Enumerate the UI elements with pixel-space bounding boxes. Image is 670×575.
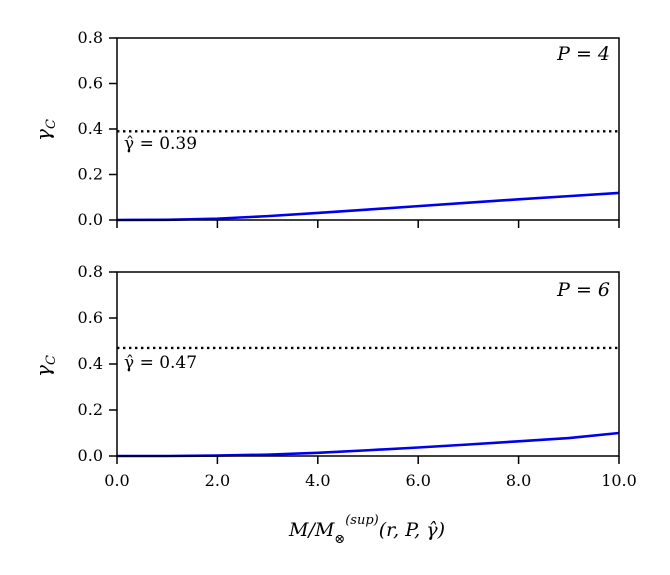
bottom-x-tick-label: 4.0 <box>305 471 330 490</box>
top-y-tick-label: 0.0 <box>78 210 103 229</box>
top-gamma-curve <box>116 191 620 222</box>
bottom-y-tick-label: 0.2 <box>78 400 103 419</box>
top-y-tick-label: 0.8 <box>78 28 103 47</box>
bottom-x-tick-label: 2.0 <box>205 471 230 490</box>
bottom-y-axis-label: γC <box>31 355 59 377</box>
bottom-panel-label: P = 6 <box>556 279 610 301</box>
bottom-x-tick-label: 6.0 <box>405 471 430 490</box>
x-axis-label: M/M⊗(sup)(r, P, γ̂) <box>288 513 445 547</box>
panel-bottom: 0.0 0.2 0.4 0.6 0.8 0.0 2.0 4.0 6.0 8.0 10.0 P = … <box>31 262 637 490</box>
bottom-gamma-curve <box>117 431 620 458</box>
top-axes-frame <box>116 37 620 221</box>
top-y-ticks: 0.0 0.2 0.4 0.6 0.8 <box>78 28 117 229</box>
bottom-x-ticks: 0.0 2.0 4.0 6.0 8.0 10.0 <box>104 456 637 490</box>
bottom-y-tick-label: 0.6 <box>78 308 103 327</box>
top-annotation: γ̂ = 0.39 <box>124 134 197 154</box>
bottom-annotation: γ̂ = 0.47 <box>124 353 197 373</box>
top-y-tick-label: 0.4 <box>78 119 103 138</box>
bottom-y-ticks: 0.0 0.2 0.4 0.6 0.8 <box>78 262 117 465</box>
top-y-tick-label: 0.6 <box>78 74 103 93</box>
top-x-ticks <box>116 220 620 228</box>
top-panel-label: P = 4 <box>556 43 610 65</box>
bottom-y-tick-label: 0.8 <box>78 262 103 281</box>
bottom-x-tick-label: 10.0 <box>601 471 637 490</box>
bottom-x-tick-label: 0.0 <box>104 471 129 490</box>
bottom-y-tick-label: 0.4 <box>78 354 103 373</box>
panel-top: 0.0 0.2 0.4 0.6 0.8 P = 4 γ̂ = 0.39 γC <box>31 28 620 229</box>
bottom-x-tick-label: 8.0 <box>506 471 531 490</box>
top-y-tick-label: 0.2 <box>78 165 103 184</box>
top-plot-lines <box>116 130 620 222</box>
bottom-y-tick-label: 0.0 <box>78 446 103 465</box>
top-y-axis-label: γC <box>31 119 59 141</box>
